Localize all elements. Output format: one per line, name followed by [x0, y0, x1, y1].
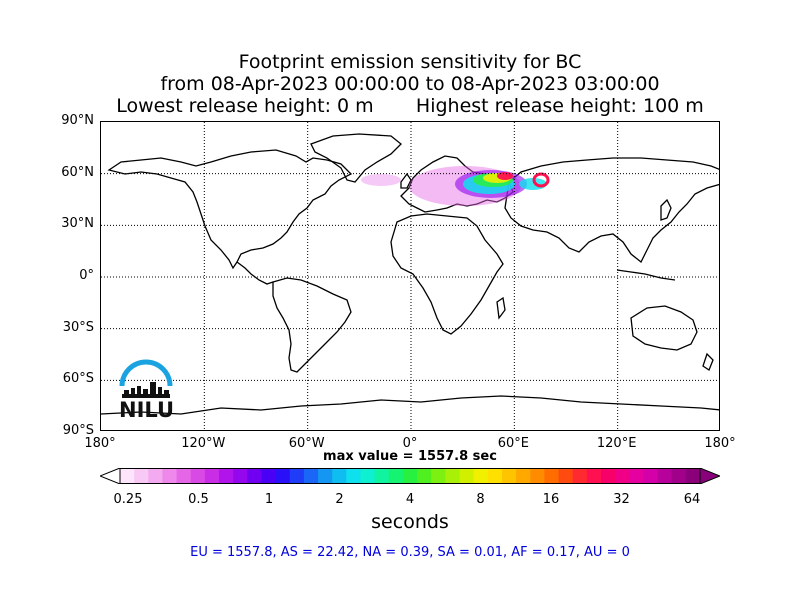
lat-tick-label: 90°N	[61, 113, 94, 128]
colorbar-cell	[219, 468, 234, 484]
colorbar-cell	[544, 468, 560, 484]
colorbar-cell	[120, 468, 135, 484]
colorbar-cell	[388, 468, 404, 484]
colorbar-cell	[134, 468, 149, 484]
lon-tick-label: 120°E	[596, 436, 637, 451]
colorbar	[100, 468, 720, 484]
title-line-3: Lowest release height: 0 m Highest relea…	[116, 95, 704, 117]
colorbar-cell	[473, 468, 489, 484]
colorbar-cell	[176, 468, 192, 484]
lon-tick-label: 180°	[704, 436, 736, 451]
lat-tick-label: 90°S	[62, 423, 94, 438]
lat-tick-label: 0°	[79, 268, 94, 283]
colorbar-cell	[657, 468, 673, 484]
colorbar-cell	[530, 468, 545, 484]
colorbar-cell	[431, 468, 446, 484]
colorbar-cell	[275, 468, 291, 484]
emission-plume	[361, 166, 550, 206]
colorbar-tick-label: 32	[613, 492, 630, 507]
colorbar-cell	[332, 468, 347, 484]
nilu-logo	[119, 359, 173, 398]
colorbar-cell	[190, 468, 206, 484]
colorbar-tick-label: 64	[683, 492, 701, 507]
colorbar-cell	[516, 468, 531, 484]
lon-tick-label: 60°E	[497, 436, 529, 451]
colorbar-cell	[459, 468, 475, 484]
max-value: max value = 1557.8 sec	[323, 449, 497, 464]
colorbar-tick-label: 0.25	[113, 492, 143, 507]
colorbar-cell	[629, 468, 644, 484]
colorbar-cell	[374, 468, 390, 484]
colorbar-tick-label: 8	[476, 492, 485, 507]
lat-tick-label: 60°S	[62, 371, 94, 387]
colorbar-units: seconds	[371, 511, 449, 533]
world-map	[100, 121, 720, 431]
lon-tick-label: 180°	[84, 436, 116, 451]
colorbar-cell	[558, 468, 574, 484]
region-stats: EU = 1557.8, AS = 22.42, NA = 0.39, SA =…	[190, 545, 630, 560]
lat-tick-label: 60°N	[61, 164, 94, 180]
colorbar-cell	[417, 468, 432, 484]
colorbar-cell	[162, 468, 178, 484]
colorbar-cell	[572, 468, 588, 484]
graticule	[101, 122, 719, 430]
colorbar-cell	[303, 468, 319, 484]
colorbar-tick-label: 16	[542, 492, 560, 507]
colorbar-high-arrow	[699, 468, 720, 484]
colorbar-cell	[671, 468, 687, 484]
logo-text: NILU	[119, 398, 175, 422]
colorbar-cell	[402, 468, 418, 484]
colorbar-cell	[445, 468, 461, 484]
colorbar-cell	[289, 468, 305, 484]
lon-tick-label: 60°W	[288, 436, 325, 451]
colorbar-cell	[643, 468, 659, 484]
colorbar-cell	[204, 468, 220, 484]
lat-tick-label: 30°N	[61, 216, 94, 232]
lon-tick-label: 0°	[402, 436, 418, 451]
colorbar-cell	[233, 468, 248, 484]
colorbar-tick-label: 1	[264, 492, 274, 507]
map-svg	[101, 122, 719, 430]
colorbar-cell	[685, 468, 701, 484]
colorbar-cell	[360, 468, 376, 484]
lat-tick-label: 30°S	[62, 319, 94, 335]
colorbar-cell	[501, 468, 517, 484]
colorbar-cell	[346, 468, 361, 484]
colorbar-tick-label: 2	[335, 492, 344, 507]
colorbar-cell	[318, 468, 333, 484]
colorbar-cell	[247, 468, 262, 484]
title-line-1: Footprint emission sensitivity for BC	[238, 51, 582, 73]
colorbar-cell	[615, 468, 630, 484]
colorbar-cell	[261, 468, 277, 484]
colorbar-low-arrow	[100, 468, 121, 484]
colorbar-cell	[600, 468, 616, 484]
colorbar-cell	[487, 468, 503, 484]
colorbar-cell	[148, 468, 163, 484]
title-line-2: from 08-Apr-2023 00:00:00 to 08-Apr-2023…	[160, 73, 660, 95]
colorbar-tick-label: 4	[405, 492, 415, 507]
lon-tick-label: 120°W	[181, 436, 226, 451]
colorbar-cell	[586, 468, 602, 484]
colorbar-tick-label: 0.5	[188, 492, 209, 507]
